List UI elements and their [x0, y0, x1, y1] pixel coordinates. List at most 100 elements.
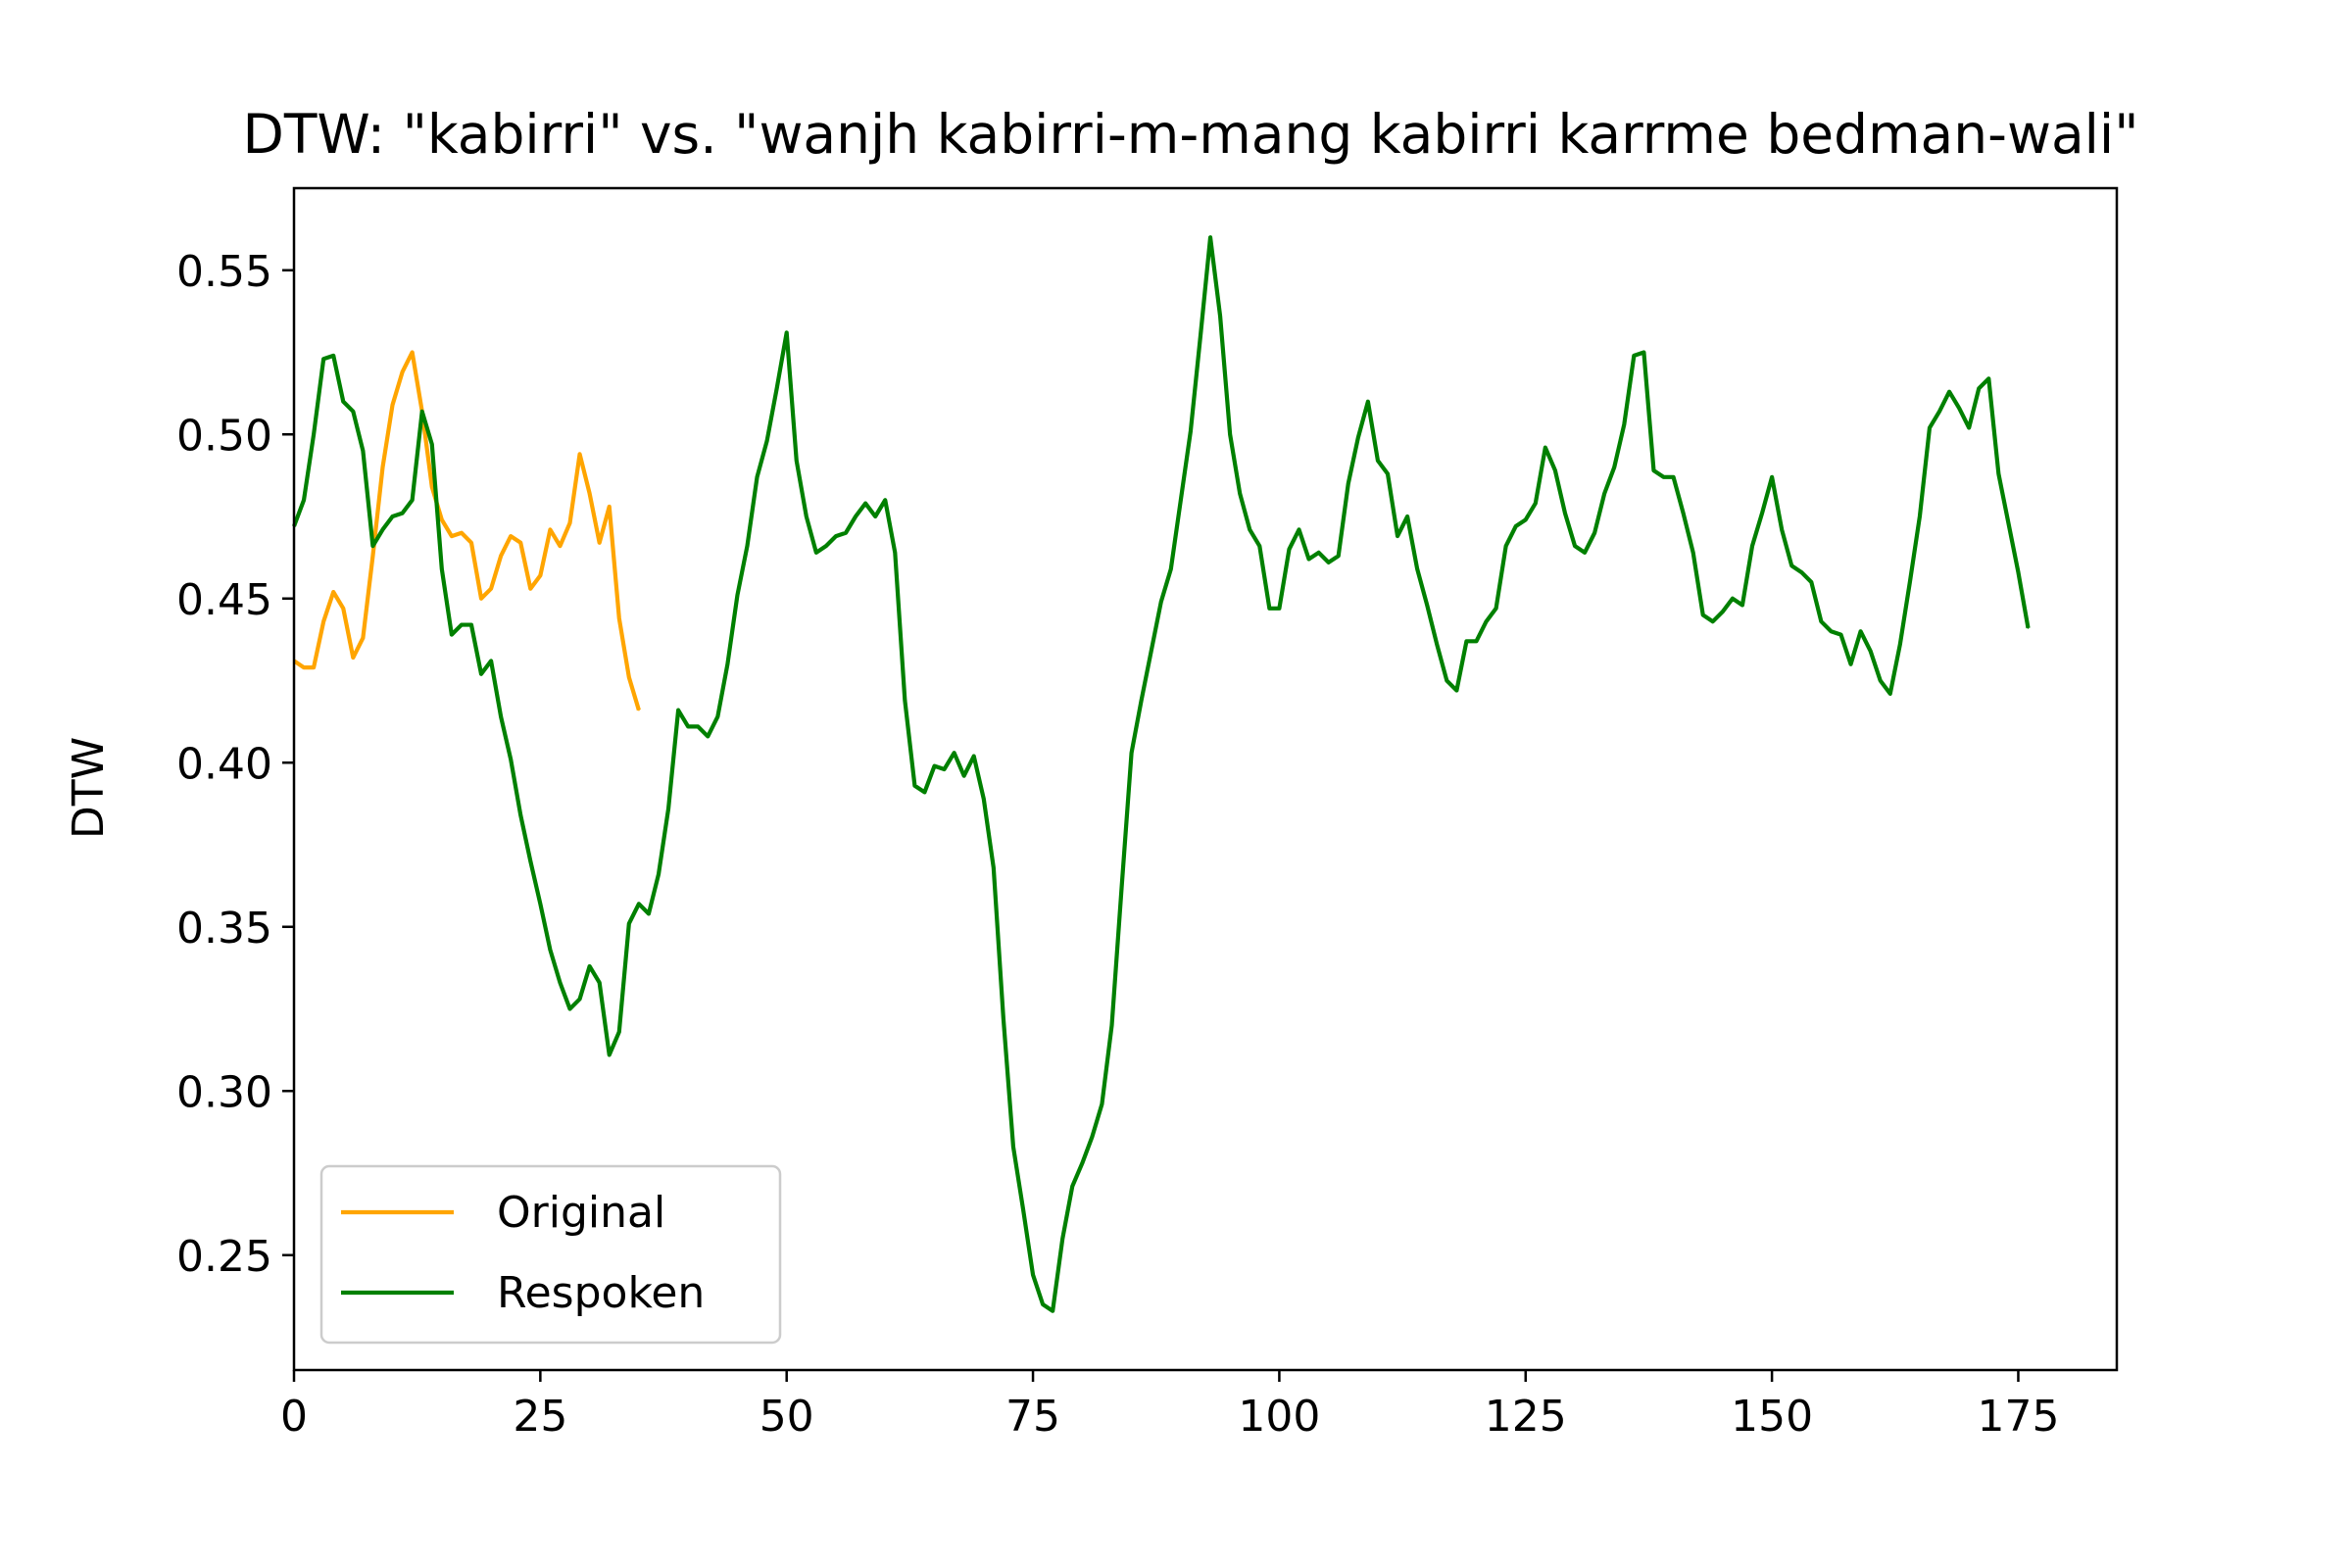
- data-point-respoken: [677, 709, 679, 711]
- data-point-original: [480, 597, 482, 600]
- data-point-respoken: [993, 866, 995, 869]
- data-point-respoken: [519, 814, 522, 816]
- data-point-original: [510, 535, 512, 537]
- data-point-original: [549, 528, 552, 531]
- x-tick-label: 175: [1977, 1392, 2059, 1442]
- data-point-original: [430, 486, 433, 488]
- data-point-respoken: [461, 623, 463, 626]
- data-point-respoken: [1879, 679, 1882, 682]
- data-point-respoken: [1761, 512, 1763, 514]
- data-point-respoken: [371, 545, 374, 547]
- data-point-respoken: [667, 808, 669, 809]
- data-point-respoken: [1732, 597, 1734, 600]
- x-tick-label: 75: [1005, 1392, 1060, 1442]
- data-point-respoken: [1298, 528, 1300, 531]
- y-tick-label: 0.45: [176, 575, 272, 625]
- data-point-respoken: [598, 981, 601, 984]
- data-point-respoken: [835, 535, 837, 537]
- data-point-original: [490, 587, 492, 590]
- data-point-respoken: [411, 499, 414, 502]
- data-point-respoken: [648, 912, 650, 915]
- data-point-original: [461, 531, 463, 534]
- data-point-respoken: [1101, 1102, 1103, 1105]
- data-point-respoken: [1593, 531, 1595, 534]
- data-point-respoken: [1150, 650, 1152, 653]
- data-point-respoken: [1830, 630, 1833, 633]
- data-point-respoken: [746, 545, 749, 547]
- data-point-respoken: [1869, 650, 1872, 653]
- data-point-respoken: [1258, 545, 1261, 547]
- data-point-respoken: [1701, 613, 1704, 616]
- data-point-respoken: [303, 499, 305, 502]
- data-point-respoken: [1239, 492, 1241, 495]
- data-point-original: [608, 506, 611, 508]
- data-point-respoken: [617, 1031, 620, 1033]
- data-point-respoken: [1800, 571, 1803, 573]
- data-point-respoken: [775, 387, 778, 390]
- data-point-respoken: [1268, 608, 1271, 610]
- data-point-respoken: [1820, 620, 1823, 622]
- legend: Original Respoken: [319, 1164, 782, 1345]
- data-point-respoken: [1741, 604, 1743, 607]
- data-point-respoken: [1603, 492, 1605, 495]
- x-tick-label: 50: [760, 1392, 814, 1442]
- data-point-respoken: [1377, 460, 1379, 462]
- data-point-respoken: [1771, 476, 1773, 478]
- data-point-respoken: [1958, 407, 1960, 410]
- data-point-respoken: [765, 440, 768, 442]
- data-point-respoken: [1347, 482, 1349, 485]
- data-point-respoken: [972, 755, 975, 758]
- data-point-respoken: [1722, 611, 1724, 612]
- data-point-original: [401, 370, 404, 373]
- data-point-respoken: [1642, 351, 1645, 354]
- data-point-respoken: [1682, 512, 1685, 514]
- data-point-respoken: [1219, 315, 1221, 318]
- data-point-respoken: [1022, 1208, 1024, 1210]
- data-point-respoken: [628, 922, 630, 925]
- data-point-respoken: [1436, 643, 1439, 646]
- data-point-respoken: [352, 411, 355, 413]
- data-point-respoken: [529, 859, 532, 862]
- data-point-respoken: [391, 515, 394, 517]
- data-point-original: [617, 617, 620, 619]
- data-point-respoken: [470, 623, 472, 626]
- x-tick-label: 150: [1731, 1392, 1813, 1442]
- data-point-respoken: [1229, 433, 1231, 436]
- data-point-respoken: [982, 798, 985, 800]
- data-point-respoken: [1790, 564, 1793, 567]
- series-layer: [292, 235, 2031, 1313]
- data-point-original: [559, 545, 562, 547]
- data-point-respoken: [815, 552, 817, 554]
- data-point-respoken: [1909, 581, 1911, 583]
- data-point-respoken: [1888, 693, 1891, 695]
- data-point-respoken: [420, 411, 423, 413]
- data-point-respoken: [1081, 1162, 1084, 1164]
- data-point-respoken: [1317, 552, 1320, 554]
- data-point-original: [371, 555, 374, 557]
- data-point-respoken: [1426, 604, 1429, 607]
- data-point-original: [303, 666, 305, 668]
- data-point-original: [519, 542, 522, 544]
- data-point-respoken: [1120, 886, 1123, 889]
- data-point-respoken: [381, 528, 384, 531]
- data-point-respoken: [441, 567, 443, 570]
- data-point-respoken: [1367, 400, 1369, 403]
- data-point-respoken: [1387, 472, 1389, 475]
- data-point-respoken: [1849, 662, 1852, 665]
- data-point-respoken: [1987, 377, 1990, 380]
- data-point-respoken: [608, 1054, 611, 1056]
- data-point-respoken: [1012, 1146, 1014, 1148]
- data-point-respoken: [1200, 334, 1201, 337]
- data-point-respoken: [401, 512, 404, 514]
- data-point-respoken: [588, 965, 591, 967]
- data-point-respoken: [1288, 548, 1291, 551]
- data-point-respoken: [1859, 630, 1862, 633]
- data-point-respoken: [1130, 752, 1133, 754]
- data-point-respoken: [342, 400, 345, 403]
- data-point-respoken: [1613, 466, 1616, 468]
- data-point-respoken: [1337, 555, 1340, 557]
- data-point-respoken: [707, 735, 710, 738]
- data-point-respoken: [697, 725, 700, 728]
- data-point-respoken: [1140, 699, 1143, 702]
- data-point-respoken: [1978, 387, 1981, 390]
